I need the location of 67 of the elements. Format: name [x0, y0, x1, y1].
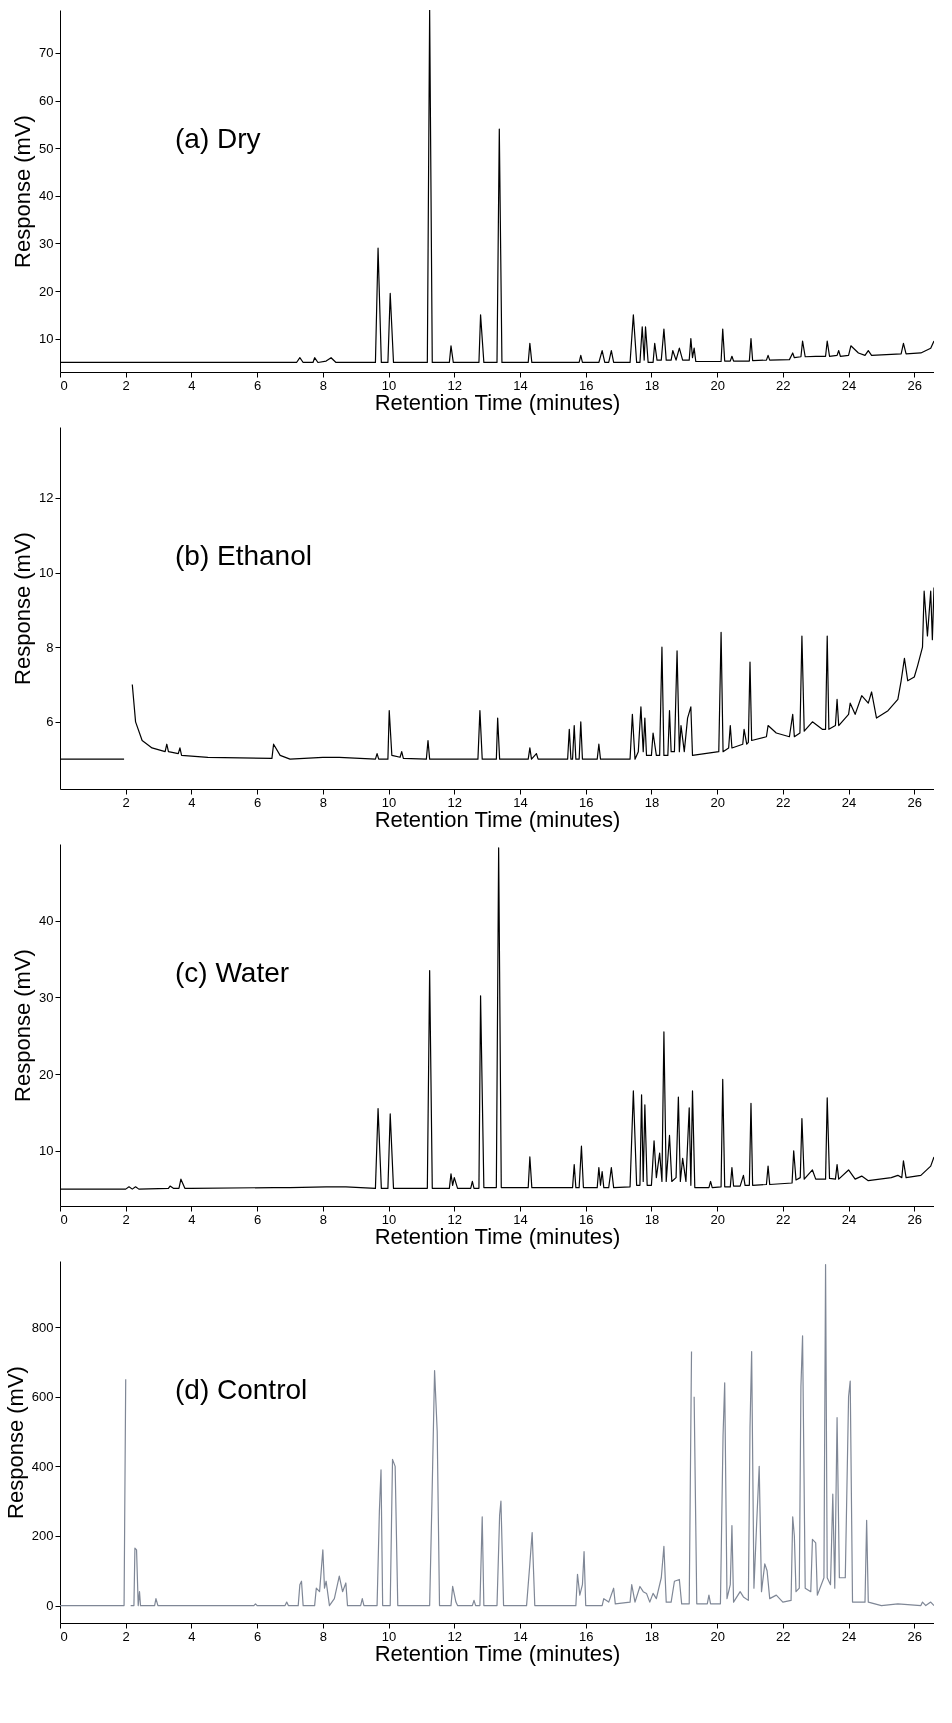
y-tick-label: 400 — [31, 1458, 54, 1474]
x-tick-label: 24 — [841, 794, 857, 810]
x-tick-label: 0 — [60, 1628, 68, 1644]
x-tick-label: 6 — [254, 794, 262, 810]
x-tick-label: 24 — [841, 1211, 857, 1227]
x-tick-label: 22 — [776, 1628, 791, 1644]
x-tick-label: 18 — [644, 1628, 660, 1644]
y-tick-label: 20 — [39, 283, 54, 299]
y-axis-title: Response (mV) — [10, 949, 36, 1102]
x-tick-label: 2 — [122, 794, 130, 810]
y-tick-label: 70 — [39, 45, 54, 61]
x-tick-label: 26 — [907, 794, 923, 810]
x-tick-label: 8 — [319, 377, 327, 393]
y-tick-label: 40 — [39, 188, 54, 204]
x-tick-label: 20 — [710, 1628, 725, 1644]
x-tick-label: 8 — [319, 1211, 327, 1227]
y-tick-label: 60 — [39, 93, 54, 108]
y-tick-label: 50 — [39, 140, 54, 156]
y-tick-label: 30 — [39, 235, 54, 251]
x-tick-label: 24 — [841, 377, 857, 393]
annotation: (d) Control — [175, 1374, 308, 1405]
annotation: (b) Ethanol — [175, 540, 312, 571]
x-tick-label: 8 — [319, 1628, 327, 1644]
y-tick-label: 10 — [39, 331, 54, 347]
y-tick-label: 12 — [39, 490, 54, 506]
x-tick-label: 22 — [776, 794, 791, 810]
x-tick-label: 2 — [122, 377, 130, 393]
x-tick-label: 18 — [644, 1211, 660, 1227]
x-tick-label: 22 — [776, 377, 791, 393]
y-tick-label: 30 — [39, 989, 54, 1005]
y-axis-title: Response (mV) — [2, 1366, 28, 1519]
y-tick-label: 8 — [46, 639, 54, 655]
y-tick-label: 200 — [31, 1528, 54, 1544]
x-tick-label: 24 — [841, 1628, 857, 1644]
x-tick-label: 26 — [907, 1628, 923, 1644]
x-tick-label: 4 — [188, 1628, 196, 1644]
x-tick-label: 6 — [254, 1628, 262, 1644]
x-tick-label: 6 — [254, 1211, 262, 1227]
y-tick-label: 20 — [39, 1066, 54, 1082]
x-tick-label: 8 — [319, 794, 327, 810]
x-tick-label: 0 — [60, 1211, 68, 1227]
x-tick-label: 2 — [122, 1628, 130, 1644]
y-tick-label: 600 — [31, 1389, 54, 1405]
x-tick-label: 6 — [254, 377, 262, 393]
x-tick-label: 2 — [122, 1211, 130, 1227]
x-tick-label: 4 — [188, 1211, 196, 1227]
x-tick-label: 18 — [644, 377, 660, 393]
y-tick-label: 800 — [31, 1319, 54, 1335]
x-tick-label: 22 — [776, 1211, 791, 1227]
x-tick-label: 18 — [644, 794, 660, 810]
y-tick-label: 10 — [39, 565, 54, 581]
y-tick-label: 6 — [46, 714, 54, 730]
x-tick-label: 20 — [710, 1211, 725, 1227]
x-tick-label: 20 — [710, 794, 725, 810]
y-axis-title: Response (mV) — [10, 532, 36, 685]
y-tick-label: 0 — [46, 1598, 54, 1614]
y-tick-label: 40 — [39, 913, 54, 929]
x-tick-label: 20 — [710, 377, 725, 393]
x-tick-label: 26 — [907, 1211, 923, 1227]
annotation: (c) Water — [175, 957, 290, 988]
y-tick-label: 10 — [39, 1143, 54, 1159]
annotation: (a) Dry — [175, 123, 261, 154]
x-tick-label: 4 — [188, 377, 196, 393]
x-tick-label: 4 — [188, 794, 196, 810]
y-axis-title: Response (mV) — [10, 115, 36, 268]
x-tick-label: 26 — [907, 377, 923, 393]
x-tick-label: 0 — [60, 377, 68, 393]
